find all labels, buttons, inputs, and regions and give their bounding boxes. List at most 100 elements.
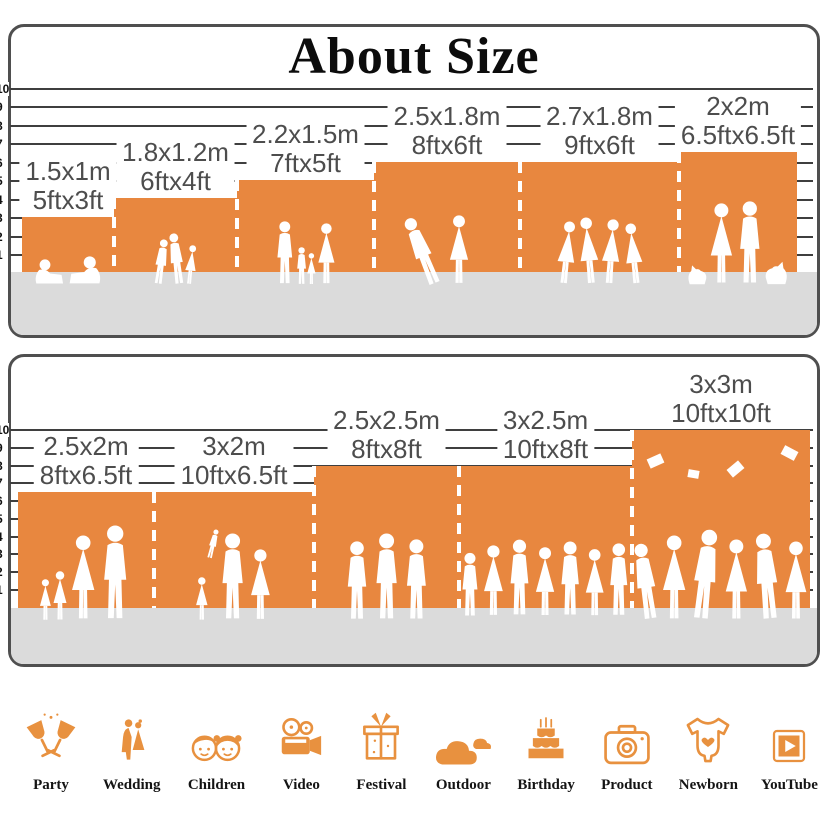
ruler-number: 4	[0, 193, 3, 207]
ruler-number: 4	[0, 530, 3, 544]
size-label: 3x2.5m 10ftx8ft	[496, 405, 595, 464]
size-panel-large: 10 9 8 7 6 5 4 3 2 1 2.5x2m 8ftx6.5ft	[0, 354, 820, 667]
ruler-number: 9	[0, 441, 3, 455]
size-meters: 3x2.5m	[502, 405, 589, 435]
dashed-separator	[152, 492, 156, 608]
size-box: 3x2m 10ftx6.5ft	[152, 432, 314, 608]
people-silhouette	[459, 535, 632, 621]
play-button-icon	[773, 729, 806, 763]
size-meters: 2.5x2.5m	[333, 405, 440, 435]
graduation-cap	[687, 469, 700, 479]
size-box: 2.5x1.8m 8ftx6ft	[372, 102, 520, 272]
people-silhouette	[374, 213, 520, 285]
size-meters: 2x2m	[706, 91, 770, 121]
people-silhouette	[237, 221, 374, 285]
people-silhouette	[520, 217, 679, 285]
category-youtube: YouTube	[761, 722, 818, 794]
dashed-separator	[312, 466, 316, 608]
size-label: 1.8x1.2m 6ftx4ft	[116, 138, 235, 196]
ruler-number: 8	[0, 119, 3, 133]
size-label: 2.5x2m 8ftx6.5ft	[33, 431, 139, 490]
size-label: 2.2x1.5m 7ftx5ft	[246, 120, 365, 178]
size-panel-small: About Size 10 9 8 7 6 5 4 3 2 1 1.5x1m 5…	[0, 24, 820, 338]
size-label: 3x2m 10ftx6.5ft	[174, 431, 294, 490]
size-feet: 8ftx8ft	[351, 434, 422, 464]
people-silhouette	[18, 525, 154, 621]
graduation-cap	[780, 445, 799, 461]
ruler-number: 7	[0, 137, 3, 151]
category-video: Video	[272, 714, 330, 794]
dashed-separator	[630, 430, 634, 608]
toast-glasses-icon	[26, 713, 76, 758]
size-label: 2x2m 6.5ftx6.5ft	[674, 91, 802, 150]
category-outdoor: Outdoor	[432, 728, 494, 794]
dashed-separator	[518, 162, 522, 272]
category-newborn: Newborn	[679, 710, 738, 794]
category-label: Festival	[356, 777, 407, 793]
size-feet: 7ftx5ft	[270, 148, 341, 178]
gift-box-icon	[363, 712, 400, 760]
size-feet: 10ftx6.5ft	[180, 460, 288, 490]
ruler-number: 7	[0, 476, 3, 490]
ruler-number: 6	[0, 494, 3, 508]
ruler-number: 1	[0, 583, 3, 597]
category-label: Outdoor	[435, 777, 491, 793]
size-label: 1.5x1m 5ftx3ft	[19, 157, 117, 215]
size-feet: 5ftx3ft	[32, 185, 104, 215]
size-label: 2.7x1.8m 9ftx6ft	[540, 102, 659, 160]
category-festival: Festival	[353, 708, 409, 794]
category-label: YouTube	[760, 777, 818, 793]
size-meters: 3x2m	[202, 431, 266, 461]
size-feet: 8ftx6ft	[411, 130, 483, 160]
people-silhouette	[679, 201, 797, 285]
size-meters: 2.5x2m	[43, 431, 129, 461]
size-label: 2.5x2.5m 8ftx8ft	[327, 406, 446, 464]
birthday-cake-icon	[528, 717, 564, 759]
ruler-number: 8	[0, 459, 3, 473]
ruler-number: 2	[0, 565, 3, 579]
category-birthday: Birthday	[517, 708, 575, 794]
size-feet: 6.5ftx6.5ft	[680, 120, 796, 150]
ruler-number: 9	[0, 100, 3, 114]
size-label: 3x3m 10ftx10ft	[665, 370, 777, 428]
category-label: Wedding	[102, 777, 161, 793]
category-party: Party	[22, 710, 80, 794]
people-silhouette	[632, 529, 810, 621]
people-silhouette	[154, 529, 314, 621]
dashed-separator	[372, 162, 376, 272]
category-label: Children	[187, 777, 246, 793]
dashed-separator	[235, 180, 239, 272]
graduation-cap	[726, 460, 745, 478]
size-feet: 8ftx6.5ft	[39, 460, 133, 490]
size-box: 3x3m 10ftx10ft	[630, 370, 810, 608]
baby-onesie-icon	[686, 717, 730, 763]
size-meters: 2.2x1.5m	[252, 119, 359, 149]
ruler-number: 6	[0, 156, 3, 170]
category-product: Product	[598, 720, 656, 794]
ground-strip	[11, 272, 817, 335]
category-label: Birthday	[517, 777, 575, 793]
size-meters: 3x3m	[689, 369, 753, 399]
dashed-separator	[457, 466, 461, 608]
ruler-stage: 10 9 8 7 6 5 4 3 2 1 2.5x2m 8ftx6.5ft	[0, 357, 817, 664]
size-box: 1.5x1m 5ftx3ft	[19, 157, 117, 272]
size-box: 2.2x1.5m 7ftx5ft	[235, 120, 374, 272]
ruler-number: 3	[0, 547, 3, 561]
category-wedding: Wedding	[103, 708, 161, 794]
ruler-stage: 10 9 8 7 6 5 4 3 2 1 1.5x1m 5ftx3ft	[0, 27, 817, 335]
size-meters: 2.7x1.8m	[546, 101, 653, 131]
category-label: Newborn	[678, 777, 738, 793]
size-meters: 1.8x1.2m	[122, 137, 229, 167]
category-label: Product	[601, 777, 653, 793]
ruler-line: 10	[0, 82, 813, 96]
size-box: 2.5x2m 8ftx6.5ft	[18, 432, 154, 608]
ruler-number: 10	[0, 82, 10, 96]
ruler-number: 1	[0, 248, 3, 262]
people-silhouette	[114, 233, 237, 285]
clouds-icon	[436, 738, 492, 765]
size-feet: 10ftx8ft	[502, 434, 589, 464]
size-box: 2.5x2.5m 8ftx8ft	[312, 406, 459, 608]
ruler-number: 5	[0, 174, 3, 188]
bride-groom-icon	[121, 719, 145, 760]
camera-icon	[604, 724, 650, 765]
